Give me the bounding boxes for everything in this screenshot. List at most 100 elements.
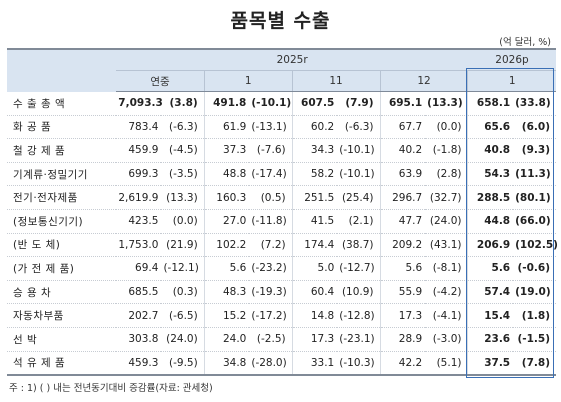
table-body: 수 출 총 액 7,093.3 (3.8) 491.8 (-10.1) 607.5 (7.9… (7, 91, 558, 376)
cell-change: (-10.3) (339, 356, 375, 369)
cell-change: (-10.1) (251, 97, 292, 110)
cell-change: (-1.8) (432, 144, 462, 157)
table-row: 철 강 제 품 459.9 (-4.5) 37.3 (-7.6) 34.3 (-10.1) 4… (7, 138, 556, 163)
cell-value: 459.9 (128, 144, 159, 157)
cell-value: 61.9 (203, 115, 250, 139)
table-row: 기계류·정밀기기 699.3 (-3.5) 48.8 (-17.4) 58.2 (-10.1… (7, 162, 556, 186)
cell-change: (-3.5) (169, 168, 198, 181)
cell-value: 41.5 (291, 209, 338, 234)
cell-value: 47.7 (379, 209, 426, 234)
row-label: 전기·전자제품 (13, 192, 78, 205)
cell-value: 55.9 (379, 280, 426, 304)
row-label: (반 도 체) (13, 239, 61, 252)
cell-change: (9.3) (521, 144, 550, 157)
cell-value: 48.8 (203, 162, 250, 186)
cell-change: (11.3) (515, 168, 551, 181)
cell-change: (-4.5) (169, 144, 198, 157)
cell-change: (32.7) (429, 191, 462, 204)
cell-value: 423.5 (128, 215, 159, 228)
footnote: 주 : 1) ( ) 내는 전년동기대비 증감률(자료: 관세청) (9, 383, 213, 394)
cell-change: (5.1) (436, 356, 462, 369)
cell-change: (-12.1) (163, 262, 199, 275)
cell-change: (0.5) (260, 191, 286, 204)
cell-change: (24.0) (429, 215, 462, 228)
header-month-11: 11 (291, 70, 381, 92)
cell-change: (7.2) (260, 238, 286, 251)
cell-change: (-28.0) (251, 356, 287, 369)
export-table: 2025r 2026p 연중 1 11 12 1 수 출 총 액 7,093.3 (… (7, 48, 558, 376)
cell-change: (-10.1) (339, 144, 375, 157)
cell-value: 102.2 (203, 233, 250, 257)
cell-change: (102.5) (515, 238, 558, 251)
header-month-1: 1 (203, 70, 293, 92)
cell-change: (2.1) (348, 215, 374, 228)
table-row: 승 용 차 685.5 (0.3) 48.3 (-19.3) 60.4 (10.9) 55.9… (7, 280, 556, 304)
cell-value: 2,619.9 (118, 191, 159, 204)
cell-value: 40.2 (379, 138, 426, 163)
cell-change: (-0.6) (517, 262, 550, 275)
cell-change: (38.7) (341, 238, 374, 251)
cell-change: (-17.2) (251, 309, 287, 322)
cell-value: 37.3 (203, 138, 250, 163)
cell-value: 33.1 (291, 351, 338, 376)
cell-value: 251.5 (291, 185, 338, 210)
header-item-label (7, 48, 117, 92)
header-year-2025: 2025r (116, 48, 468, 71)
row-label: 철 강 제 품 (13, 144, 66, 157)
cell-value: 65.6 (467, 115, 514, 139)
cell-change: (-10.1) (339, 168, 375, 181)
cell-change: (-23.1) (339, 333, 375, 346)
cell-change: (-12.8) (339, 309, 375, 322)
cell-change: (-8.1) (432, 262, 462, 275)
cell-value: 288.5 (467, 185, 514, 210)
cell-change: (-11.8) (251, 215, 287, 228)
cell-value: 699.3 (128, 168, 159, 181)
cell-change: (13.3) (427, 97, 463, 110)
cell-value: 491.8 (203, 91, 250, 116)
cell-value: 5.6 (379, 256, 426, 281)
cell-value: 7,093.3 (118, 97, 163, 110)
cell-change: (25.4) (341, 191, 374, 204)
cell-value: 44.8 (467, 209, 514, 234)
cell-value: 15.2 (203, 303, 250, 328)
cell-change: (-13.1) (251, 120, 287, 133)
cell-value: 34.8 (203, 351, 250, 376)
table-row: 자동차부품 202.7 (-6.5) 15.2 (-17.2) 14.8 (-12.8) 17… (7, 303, 556, 328)
cell-change: (13.3) (166, 191, 198, 204)
table-row: 석 유 제 품 459.3 (-9.5) 34.8 (-28.0) 33.1 (-10.3)… (7, 351, 556, 376)
cell-value: 48.3 (203, 280, 250, 304)
cell-change: (19.0) (515, 286, 551, 299)
row-label: 자동차부품 (13, 310, 64, 323)
cell-change: (80.1) (515, 191, 551, 204)
cell-value: 60.2 (291, 115, 338, 139)
cell-value: 23.6 (467, 327, 514, 352)
row-label: (가 전 제 품) (13, 262, 75, 275)
cell-value: 5.6 (203, 256, 250, 281)
cell-value: 607.5 (291, 91, 338, 116)
cell-change: (-4.1) (432, 309, 462, 322)
cell-change: (10.9) (341, 286, 374, 299)
cell-value: 202.7 (128, 309, 159, 322)
cell-value: 54.3 (467, 162, 514, 186)
table-row: (정보통신기기) 423.5 (0.0) 27.0 (-11.8) 41.5 (2.1) 47… (7, 209, 556, 234)
cell-change: (7.9) (345, 97, 374, 110)
cell-value: 685.5 (128, 286, 159, 299)
cell-value: 296.7 (379, 185, 426, 210)
cell-value: 17.3 (291, 327, 338, 352)
cell-change: (7.8) (521, 356, 550, 369)
cell-change: (-4.2) (432, 286, 462, 299)
page-title: 품목별 수출 (230, 10, 331, 32)
cell-change: (24.0) (166, 333, 198, 346)
cell-value: 63.9 (379, 162, 426, 186)
cell-change: (6.0) (521, 120, 550, 133)
cell-value: 160.3 (203, 185, 250, 210)
row-label: (정보통신기기) (13, 215, 84, 228)
header-month-12: 12 (379, 70, 468, 92)
cell-value: 1,753.0 (118, 238, 159, 251)
table-row: 화 공 품 783.4 (-6.3) 61.9 (-13.1) 60.2 (-6.3) 67.… (7, 115, 556, 139)
cell-change: (0.0) (436, 120, 462, 133)
cell-value: 34.3 (291, 138, 338, 163)
cell-change: (-9.5) (169, 356, 198, 369)
table-row: 전기·전자제품 2,619.9 (13.3) 160.3 (0.5) 251.5 (25.4… (7, 185, 556, 210)
cell-change: (66.0) (515, 215, 551, 228)
